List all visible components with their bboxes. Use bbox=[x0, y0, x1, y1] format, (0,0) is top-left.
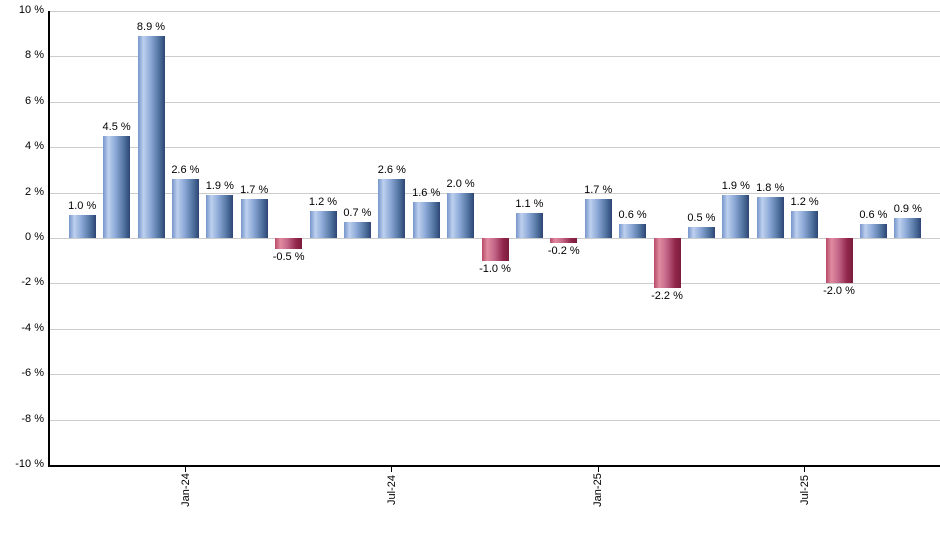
y-axis-tick-label: -6 % bbox=[21, 367, 44, 380]
bar-value-label: 1.6 % bbox=[412, 186, 441, 199]
x-axis-tick-label: Jul-25 bbox=[765, 469, 845, 511]
positive-return-bar[interactable] bbox=[756, 197, 784, 238]
gridline bbox=[50, 328, 940, 330]
bar-value-label: 1.9 % bbox=[721, 179, 750, 192]
bar-value-label: -2.2 % bbox=[651, 289, 683, 302]
bar-value-label: 1.7 % bbox=[240, 184, 269, 197]
bar-value-label: 0.7 % bbox=[343, 207, 372, 220]
x-axis-tick-label: Jan-25 bbox=[558, 469, 638, 511]
bar-value-label: 1.0 % bbox=[68, 200, 97, 213]
y-axis-line bbox=[48, 11, 50, 467]
positive-return-bar[interactable] bbox=[137, 35, 165, 238]
x-axis-tick-mark bbox=[597, 467, 599, 472]
negative-return-bar[interactable] bbox=[825, 238, 853, 284]
y-axis-tick-label: 4 % bbox=[25, 140, 44, 153]
bar-value-label: 0.6 % bbox=[618, 209, 647, 222]
positive-return-bar[interactable] bbox=[447, 192, 475, 238]
positive-return-bar[interactable] bbox=[722, 194, 750, 238]
bar-value-label: 1.7 % bbox=[584, 184, 613, 197]
bar-value-label: 1.9 % bbox=[205, 179, 234, 192]
x-axis-tick-label: Jan-24 bbox=[145, 469, 225, 511]
bar-value-label: 0.5 % bbox=[687, 211, 716, 224]
bar-value-label: 2.6 % bbox=[377, 163, 406, 176]
gridline bbox=[50, 56, 940, 58]
positive-return-bar[interactable] bbox=[515, 213, 543, 238]
positive-return-bar[interactable] bbox=[343, 222, 371, 238]
positive-return-bar[interactable] bbox=[68, 215, 96, 238]
positive-return-bar[interactable] bbox=[619, 224, 647, 238]
bar-value-label: 1.8 % bbox=[756, 182, 785, 195]
bar-value-label: -0.5 % bbox=[272, 251, 305, 264]
y-axis-tick-label: -10 % bbox=[15, 458, 44, 470]
gridline bbox=[50, 374, 940, 376]
negative-return-bar[interactable] bbox=[481, 238, 509, 261]
bar-value-label: 2.0 % bbox=[446, 177, 475, 190]
negative-return-bar[interactable] bbox=[550, 238, 578, 243]
bar-value-label: -2.0 % bbox=[823, 285, 855, 298]
positive-return-bar[interactable] bbox=[309, 210, 337, 238]
negative-return-bar[interactable] bbox=[275, 238, 303, 250]
gridline bbox=[50, 283, 940, 285]
bar-value-label: 1.1 % bbox=[515, 198, 544, 211]
x-axis-tick-label-text: Jan-24 bbox=[179, 473, 192, 507]
y-axis-tick-label: -8 % bbox=[21, 412, 44, 425]
bar-value-label: 0.6 % bbox=[859, 209, 888, 222]
x-axis-tick-mark bbox=[391, 467, 393, 472]
bar-value-label: 4.5 % bbox=[102, 120, 131, 133]
x-axis-tick-label: Jul-24 bbox=[352, 469, 432, 511]
x-axis-tick-label-text: Jan-25 bbox=[592, 473, 605, 507]
gridline bbox=[50, 101, 940, 103]
y-axis-tick-label: 2 % bbox=[25, 185, 44, 198]
y-axis-tick-label: -4 % bbox=[21, 321, 44, 334]
y-axis-tick-label: 6 % bbox=[25, 94, 44, 107]
y-axis-tick-label: -2 % bbox=[21, 276, 44, 289]
positive-return-bar[interactable] bbox=[171, 178, 199, 238]
bar-value-label: 8.9 % bbox=[136, 20, 166, 33]
y-axis-tick-label: 0 % bbox=[25, 231, 44, 243]
bar-value-label: 2.6 % bbox=[171, 163, 200, 176]
positive-return-bar[interactable] bbox=[894, 217, 922, 238]
negative-return-bar[interactable] bbox=[653, 238, 681, 288]
bar-value-label: 1.2 % bbox=[308, 195, 338, 208]
y-axis-tick-label: 8 % bbox=[25, 49, 44, 62]
bar-value-label: -0.2 % bbox=[547, 244, 580, 257]
positive-return-bar[interactable] bbox=[584, 199, 612, 238]
gridline bbox=[50, 419, 940, 421]
positive-return-bar[interactable] bbox=[206, 194, 234, 238]
x-axis-tick-label-text: Jul-25 bbox=[798, 475, 811, 505]
y-axis-tick-label: 10 % bbox=[18, 4, 44, 16]
gridline bbox=[50, 11, 940, 12]
bar-value-label: -1.0 % bbox=[479, 262, 511, 275]
bar-value-label: 0.9 % bbox=[893, 202, 922, 215]
x-axis-tick-mark bbox=[184, 467, 186, 472]
positive-return-bar[interactable] bbox=[240, 199, 268, 238]
positive-return-bar[interactable] bbox=[103, 135, 131, 238]
positive-return-bar[interactable] bbox=[378, 178, 406, 238]
bar-value-label: 1.2 % bbox=[790, 195, 819, 208]
gridline bbox=[50, 192, 940, 194]
gridline bbox=[50, 147, 940, 149]
positive-return-bar[interactable] bbox=[412, 201, 440, 238]
x-axis-tick-label-text: Jul-24 bbox=[385, 475, 398, 505]
x-axis-line bbox=[48, 465, 940, 467]
x-axis-tick-mark bbox=[804, 467, 806, 472]
positive-return-bar[interactable] bbox=[791, 210, 819, 238]
positive-return-bar[interactable] bbox=[687, 226, 715, 238]
positive-return-bar[interactable] bbox=[859, 224, 887, 238]
